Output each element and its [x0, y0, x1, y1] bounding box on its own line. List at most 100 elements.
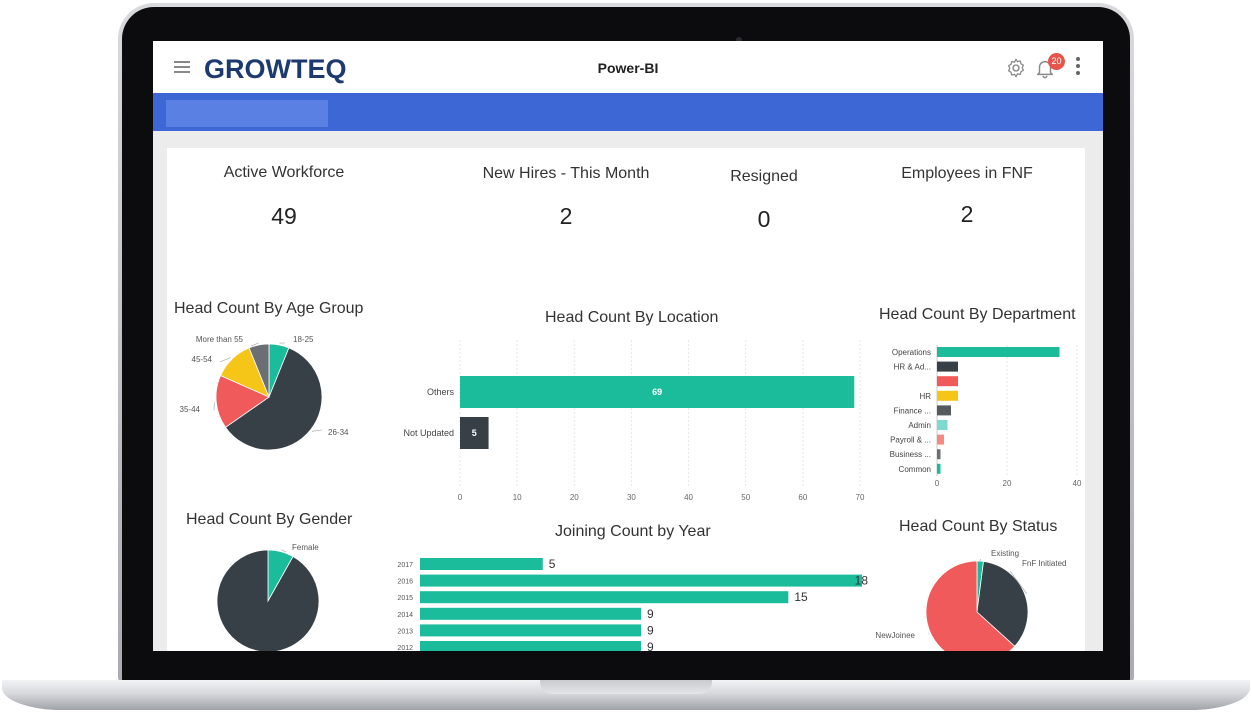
department-bar — [937, 405, 951, 416]
department-bar — [937, 463, 941, 474]
department-bar — [937, 361, 958, 372]
location-data-label: 5 — [472, 428, 477, 438]
joining-bar — [420, 624, 641, 637]
joining-bar — [420, 607, 641, 620]
location-bar — [460, 417, 489, 449]
location-category-label: Not Updated — [403, 428, 454, 438]
age-pie-leader-line — [219, 357, 231, 363]
location-x-tick-label: 20 — [570, 493, 579, 502]
toolbar-field[interactable] — [166, 100, 328, 127]
notification-badge: 20 — [1048, 53, 1065, 70]
page-title: Power-BI — [597, 60, 659, 76]
joining-bar — [420, 641, 641, 651]
app-header: GROWTEQ Power-BI 20 — [153, 41, 1103, 93]
department-bar — [937, 434, 944, 445]
joining-data-label: 15 — [794, 590, 808, 604]
age-pie-slice — [248, 343, 270, 398]
joining-year-label: 2016 — [397, 579, 413, 586]
joining-year-label: 2015 — [397, 595, 413, 602]
location-x-tick-label: 30 — [627, 493, 636, 502]
department-category-label: HR & Ad... — [894, 363, 931, 372]
department-bar — [937, 347, 1060, 357]
location-bar — [460, 376, 855, 408]
joining-data-label: 18 — [855, 574, 869, 588]
department-category-label: Business ... — [890, 450, 931, 459]
department-bar — [937, 449, 941, 460]
location-x-tick-label: 70 — [856, 493, 865, 502]
chart-title-joining: Joining Count by Year — [555, 523, 711, 540]
status-pie-slice — [976, 560, 1029, 647]
gender-pie-slice-label: Female — [292, 543, 319, 552]
growteq-logo: GROWTEQ — [204, 54, 347, 84]
department-x-tick-label: 0 — [935, 479, 940, 488]
location-x-tick-label: 10 — [513, 493, 522, 502]
joining-year-label: 2012 — [397, 645, 413, 651]
joining-year-label: 2017 — [397, 562, 413, 569]
department-category-label: Admin — [908, 421, 931, 430]
age-pie-slice-label: 45-54 — [192, 355, 213, 364]
location-x-tick-label: 50 — [741, 493, 750, 502]
joining-data-label: 9 — [647, 607, 654, 621]
department-category-label: Payroll & ... — [890, 436, 931, 445]
chart-title-location: Head Count By Location — [545, 309, 719, 326]
age-pie-slice-label: 26-34 — [328, 428, 349, 437]
joining-data-label: 5 — [549, 557, 556, 571]
age-pie-slice-label: 35-44 — [180, 405, 201, 414]
location-x-tick-label: 60 — [798, 493, 807, 502]
menu-icon[interactable] — [174, 61, 190, 73]
status-pie-slice-label: Existing — [991, 549, 1019, 558]
age-pie-leader-line — [250, 342, 259, 347]
gender-pie-slice — [216, 549, 320, 651]
age-pie-slice-label: 18-25 — [293, 335, 314, 344]
kpi-value-employees-fnf: 2 — [960, 201, 974, 227]
status-pie-slice-label: NewJoinee — [875, 631, 915, 640]
age-pie-slice — [215, 375, 270, 428]
kpi-label-active-workforce: Active Workforce — [223, 164, 345, 181]
joining-year-label: 2014 — [397, 612, 413, 619]
kpi-value-resigned: 0 — [757, 206, 771, 232]
department-category-label: Operations — [892, 348, 931, 357]
status-pie-slice-label: FnF Initiated — [1022, 559, 1066, 568]
department-category-label: Finance ... — [894, 406, 931, 415]
location-x-tick-label: 40 — [684, 493, 693, 502]
gear-icon[interactable] — [1005, 57, 1027, 79]
joining-bar — [420, 591, 789, 604]
department-x-tick-label: 40 — [1073, 479, 1082, 488]
chart-title-age: Head Count By Age Group — [174, 300, 364, 317]
kpi-label-employees-fnf: Employees in FNF — [901, 165, 1033, 182]
department-category-label: HR — [919, 392, 931, 401]
location-category-label: Others — [427, 387, 455, 397]
department-x-tick-label: 20 — [1003, 479, 1012, 488]
location-x-tick-label: 0 — [458, 493, 463, 502]
kpi-label-new-hires: New Hires - This Month — [482, 165, 650, 182]
status-pie-leader-line — [1009, 570, 1027, 594]
more-vertical-icon[interactable] — [1073, 57, 1083, 77]
department-category-label: Common — [899, 465, 931, 474]
age-pie-slice-label: More than 55 — [196, 335, 244, 344]
charts-layer: 18-25 26-34 35-44 45-54 More than 55 0 10 20 30 4… — [153, 41, 1103, 651]
joining-year-label: 2013 — [397, 628, 413, 635]
joining-data-label: 9 — [647, 623, 654, 637]
department-bar — [937, 376, 958, 387]
kpi-label-resigned: Resigned — [730, 168, 798, 185]
age-pie-leader-line — [311, 429, 323, 432]
blue-toolbar — [153, 93, 1103, 131]
department-bar — [937, 390, 958, 401]
location-data-label: 69 — [652, 387, 662, 397]
department-bar — [937, 420, 948, 430]
joining-bar — [420, 574, 862, 587]
chart-title-gender: Head Count By Gender — [186, 511, 353, 528]
status-pie-slice — [925, 560, 1016, 651]
age-pie-slice — [224, 347, 323, 451]
kpi-value-new-hires: 2 — [559, 203, 573, 229]
gender-pie-leader-line — [281, 549, 287, 553]
camera — [736, 37, 742, 43]
kpi-value-active-workforce: 49 — [271, 203, 297, 229]
chart-title-status: Head Count By Status — [899, 518, 1058, 535]
joining-data-label: 9 — [647, 640, 654, 651]
chart-title-department: Head Count By Department — [879, 306, 1076, 323]
bell-icon[interactable] — [1034, 57, 1056, 79]
laptop-notch — [540, 680, 712, 694]
joining-bar — [420, 558, 543, 570]
charts-canvas: 18-25 26-34 35-44 45-54 More than 55 0 10 20 30 4… — [180, 335, 1082, 651]
